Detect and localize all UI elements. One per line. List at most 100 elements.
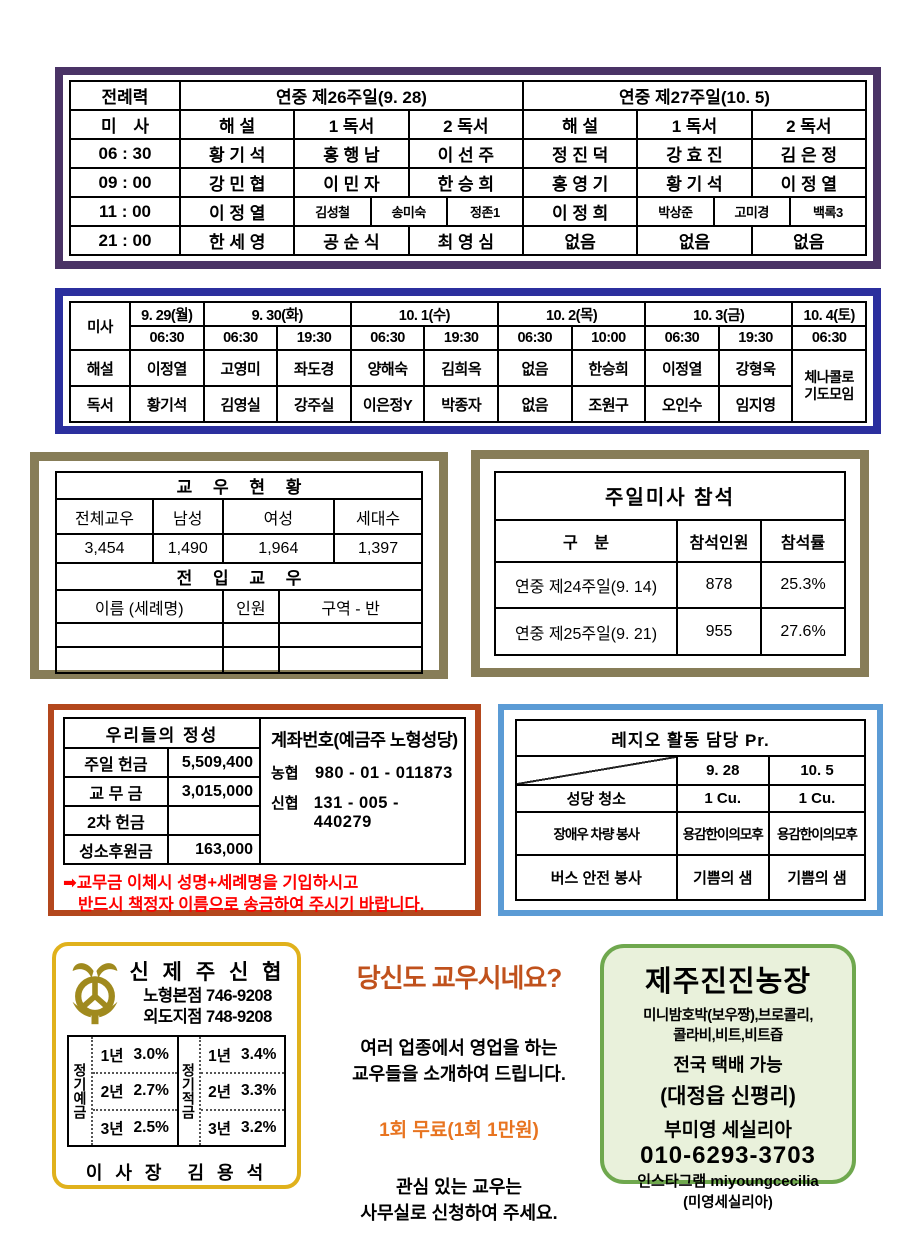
farm-instagram: 인스타그램 miyoungcecilia: [637, 1172, 819, 1190]
name-cell: 김 은 정: [750, 138, 868, 169]
bank-name: 농협: [271, 765, 299, 782]
farm-delivery: 전국 택배 가능: [673, 1054, 783, 1075]
name-cell: 강주실: [276, 385, 352, 423]
table-row: 성소후원금 163,000: [63, 834, 262, 865]
date-cell: 10. 1(수): [349, 301, 499, 327]
table-row: 연중 제24주일(9. 14) 878 25.3%: [494, 560, 846, 610]
offerings-box: 우리들의 정성 주일 헌금 5,509,400 교 무 금 3,015,000 …: [48, 704, 481, 916]
deposit-rates: 1년 3.0% 2년 2.7% 3년 2.5%: [93, 1037, 177, 1145]
date-cell: 9. 29(월): [129, 301, 205, 327]
name-cell: 좌도경: [276, 349, 352, 387]
rate-row: 3년 2.5%: [93, 1111, 177, 1146]
time-cell: 09 : 00: [69, 167, 181, 198]
rate: 3.0%: [133, 1045, 169, 1063]
term: 3년: [208, 1120, 232, 1138]
cenacolo-note-cell: 체나콜로 기도모임: [791, 349, 867, 423]
time-cell: 06:30: [644, 325, 720, 351]
name-cell: 이정열: [644, 349, 720, 387]
member-status-box: 교 우 현 황 전체교우 남성 여성 세대수 3,454 1,490 1,964…: [30, 452, 448, 679]
duty-label: 장애우 차량 봉사: [515, 810, 678, 856]
chairman-title: 이 사 장: [85, 1163, 166, 1184]
header-cell: 2 독서: [407, 109, 524, 140]
name-cell: 이 선 주: [407, 138, 524, 169]
referral-line2: 교우들을 소개하여 드립니다.: [352, 1064, 566, 1085]
value-cell: 1,490: [151, 533, 224, 564]
table-row: 3,454 1,490 1,964 1,397: [55, 533, 423, 564]
rate: 2.7%: [133, 1082, 169, 1100]
duty-cell: 1 Cu.: [768, 783, 866, 813]
empty-cell: [55, 622, 224, 648]
name-cell: 백록3: [788, 196, 868, 227]
sunday-mass-schedule-table: 전례력 연중 제26주일(9. 28) 연중 제27주일(10. 5) 미 사 …: [69, 80, 868, 256]
farm-products-line1: 미니밤호박(보우짱),브로콜리,: [643, 1008, 813, 1024]
legio-duty-table: 레지오 활동 담당 Pr. 9. 28 10. 5 성당 청소 1 Cu. 1 …: [515, 719, 866, 902]
credit-union-logo-icon: [72, 962, 118, 1024]
offering-amount: [166, 805, 262, 836]
table-row: 미 사 해 설 1 독서 2 독서 해 설 1 독서 2 독서: [69, 109, 868, 140]
account-number: 131 - 005 - 440279: [313, 794, 400, 831]
farm-phone: 010-6293-3703: [640, 1141, 816, 1169]
name-cell: 이 민 자: [293, 167, 410, 198]
name-cell: 홍 행 남: [293, 138, 410, 169]
duty-cell: 용감한이의모후: [675, 810, 771, 856]
name-cell: 오인수: [644, 385, 720, 423]
table-row: 버스 안전 봉사 기쁨의 샘 기쁨의 샘: [515, 853, 866, 902]
farm-title: 제주진진농장: [644, 966, 812, 998]
table-row: 레지오 활동 담당 Pr.: [515, 719, 866, 757]
farm-ad: 제주진진농장 미니밤호박(보우짱),브로콜리, 콜라비,비트,비트즙 전국 택배…: [600, 944, 856, 1211]
referral-line1: 여러 업종에서 영업을 하는: [360, 1038, 558, 1058]
offerings-wrap: 우리들의 정성 주일 헌금 5,509,400 교 무 금 3,015,000 …: [63, 717, 466, 865]
table-row: 21 : 00 한 세 영 공 순 식 최 영 심 없음 없음 없음: [69, 225, 868, 256]
name-cell: 조원구: [570, 385, 647, 423]
value-cell: 3,454: [55, 533, 154, 564]
table-row: 독서 황기석 김영실 강주실 이은정Y 박종자 없음 조원구 오인수 임지영: [69, 385, 866, 423]
date-cell: 10. 2(목): [496, 301, 647, 327]
farm-products-line2: 콜라비,비트,비트즙: [673, 1028, 783, 1045]
farm-instagram-kr: (미영세실리아): [683, 1194, 773, 1211]
header-cell: 참석률: [760, 518, 846, 563]
name-cell: 황기석: [129, 385, 205, 423]
table-row: 구 분 참석인원 참석률: [494, 518, 846, 563]
name-cell: 김영실: [202, 385, 279, 423]
name-cell: 강 민 협: [178, 167, 296, 198]
time-cell: 19:30: [717, 325, 794, 351]
time-cell: 10:00: [570, 325, 647, 351]
rate-row: 2년 3.3%: [200, 1074, 284, 1111]
member-status-title: 교 우 현 황: [55, 471, 423, 500]
table-row: 연중 제25주일(9. 21) 955 27.6%: [494, 607, 846, 656]
date-cell: 9. 28: [675, 755, 771, 786]
table-row: [55, 622, 423, 648]
name-cell: 없음: [636, 225, 753, 256]
empty-cell: [278, 646, 423, 674]
time-cell: 06:30: [496, 325, 573, 351]
legio-duty-box: 레지오 활동 담당 Pr. 9. 28 10. 5 성당 청소 1 Cu. 1 …: [498, 704, 883, 916]
chairman-name: 김 용 석: [187, 1163, 268, 1184]
table-row: 이름 (세례명) 인원 구역 - 반: [55, 589, 423, 624]
sunday-mass-schedule-box: 전례력 연중 제26주일(9. 28) 연중 제27주일(10. 5) 미 사 …: [55, 67, 881, 269]
table-row: 해설 이정열 고영미 좌도경 양해숙 김희옥 없음 한승희 이정열 강형욱 체나…: [69, 349, 867, 423]
rate-row: 1년 3.0%: [93, 1037, 177, 1074]
week1-title: 연중 제26주일(9. 28): [179, 80, 524, 111]
name-cell: 송미숙: [369, 196, 448, 227]
credit-union-ad: 신 제 주 신 협 노형본점 746-9208 외도지점 748-9208 정기…: [52, 942, 301, 1189]
week-label-cell: 연중 제25주일(9. 21): [494, 607, 678, 656]
chairman-line: 이 사 장 김 용 석: [67, 1159, 286, 1185]
time-cell: 06 : 30: [69, 138, 181, 169]
savings-rates: 1년 3.4% 2년 3.3% 3년 3.2%: [200, 1037, 284, 1145]
header-cell: 2 독서: [750, 109, 868, 140]
date-cell: 10. 5: [768, 755, 866, 786]
branch-phone-1: 노형본점 746-9208: [143, 987, 272, 1005]
account-info: 계좌번호(예금주 노형성당) 농협 980 - 01 - 011873 신협 1…: [261, 717, 466, 865]
offering-amount: 5,509,400: [166, 747, 262, 778]
referral-line4: 사무실로 신청하여 주세요.: [360, 1203, 558, 1224]
header-cell: 1 독서: [636, 109, 753, 140]
referral-price: 1회 무료(1회 1만원): [379, 1120, 539, 1142]
cenacolo-line1: 체나콜로: [804, 368, 854, 385]
referral-body2: 관심 있는 교우는 사무실로 신청하여 주세요.: [314, 1174, 604, 1226]
name-cell: 강 효 진: [636, 138, 753, 169]
header-cell: 해 설: [521, 109, 639, 140]
table-row: [55, 646, 423, 674]
header-cell: 구역 - 반: [278, 589, 423, 624]
branch-phone-2: 외도지점 748-9208: [143, 1007, 272, 1026]
name-cell: 황 기 석: [178, 138, 296, 169]
